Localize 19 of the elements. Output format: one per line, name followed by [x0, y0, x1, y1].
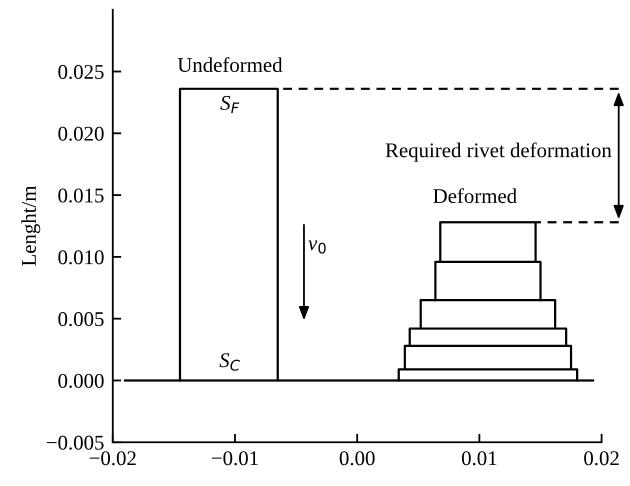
- annotation: S$_{F}$: [220, 96, 240, 114]
- y-tick-label: 0.005: [58, 312, 104, 326]
- y-axis-title: Lenght/m: [21, 186, 40, 266]
- y-tick-label: 0.025: [58, 64, 104, 80]
- x-tick-label: −0.01: [212, 451, 258, 466]
- x-tick-label: 0.02: [584, 451, 619, 466]
- y-tick-label: 0.015: [58, 188, 104, 203]
- annotation: Required rivet deformation: [386, 142, 612, 162]
- annotation: v$_{0}$: [308, 240, 326, 254]
- y-tick-label: 0.010: [58, 250, 104, 264]
- annotation: Deformed: [433, 188, 517, 204]
- x-tick-label: −0.02: [90, 451, 136, 466]
- y-tick-label: 0.000: [58, 374, 104, 388]
- annotation: S$_{C}$: [219, 353, 240, 371]
- y-tick-label: 0.020: [58, 126, 104, 141]
- annotation: Undeformed: [178, 57, 282, 72]
- x-tick-label: 0.00: [340, 451, 375, 466]
- y-tick-label: −0.005: [46, 436, 104, 450]
- x-tick-label: 0.01: [462, 451, 496, 466]
